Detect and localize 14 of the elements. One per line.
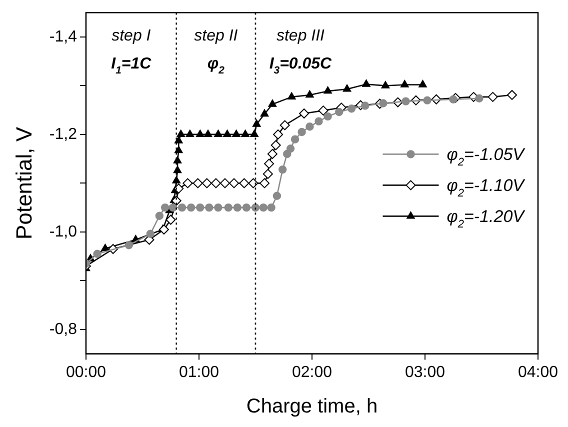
- x-tick-label: 04:00: [518, 364, 558, 381]
- x-tick-label: 02:00: [292, 364, 332, 381]
- x-tick-label: 01:00: [178, 364, 220, 381]
- x-tick-label: 03:00: [404, 364, 446, 381]
- y-tick-label: -1,0: [49, 223, 78, 240]
- y-axis-title: Potential, V: [11, 126, 36, 240]
- y-tick-label: -1,4: [49, 28, 78, 46]
- annotation: step I: [112, 28, 152, 45]
- x-tick-label: 00:00: [66, 364, 106, 381]
- annotation: step III: [276, 28, 326, 45]
- y-tick-label: -0,8: [49, 320, 78, 338]
- annotation: step II: [194, 28, 238, 45]
- y-tick-label: -1,2: [49, 126, 78, 143]
- x-axis-title: Charge time, h: [246, 396, 378, 418]
